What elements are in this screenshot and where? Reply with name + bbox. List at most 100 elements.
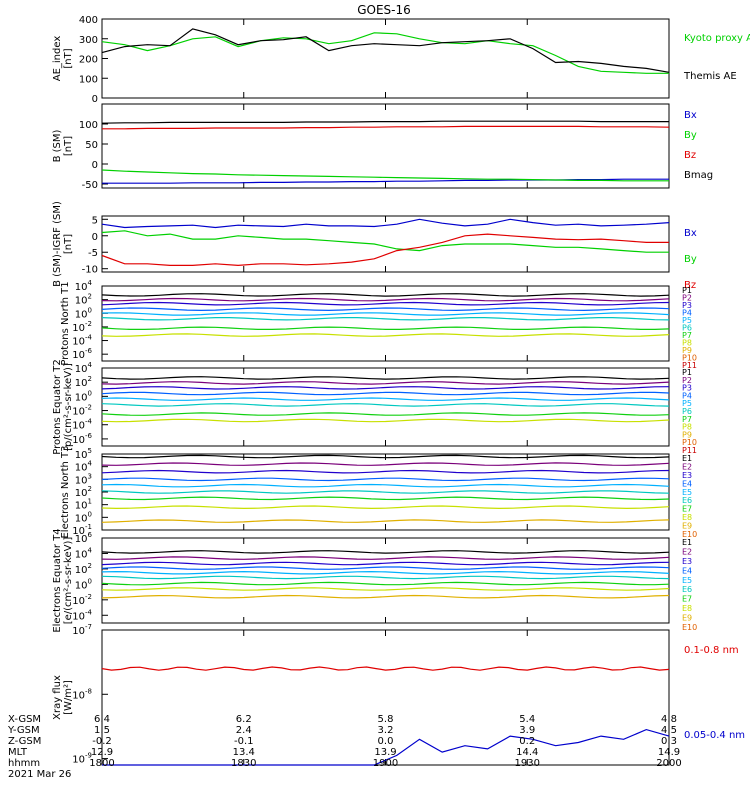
y-tick-label: 100	[75, 510, 92, 524]
y-tick-label: 200	[79, 55, 98, 66]
legend-entry: P7	[682, 331, 692, 340]
series-line	[101, 312, 670, 316]
ephemeris-value: 0.0	[378, 736, 394, 747]
series-line	[101, 386, 670, 390]
y-tick-label: 0	[92, 232, 98, 243]
legend-entry: Kyoto proxy AE	[684, 33, 750, 44]
series-line	[101, 594, 670, 599]
series-line	[101, 570, 670, 575]
series-line	[101, 301, 670, 306]
ephemeris-value: 13.4	[233, 747, 255, 758]
ephemeris-value: 5.8	[378, 714, 394, 725]
y-tick-label: 0	[92, 160, 98, 171]
series-line	[101, 575, 670, 580]
series-line	[101, 391, 670, 396]
legend-entry: P11	[682, 446, 697, 455]
legend-entry: By	[684, 130, 697, 141]
series-line	[101, 326, 670, 330]
ephemeris-value: -0.2	[92, 736, 112, 747]
legend-entry: P5	[682, 399, 692, 408]
y-tick-label: 10-8	[72, 687, 92, 701]
chart-panel-6: Electrons North T3 10-1100101102103104105…	[60, 445, 697, 539]
y-axis-label: B (SM)[nT]	[52, 129, 74, 162]
y-tick-label: 400	[79, 15, 98, 26]
series-line	[102, 125, 670, 130]
ephemeris-value: 14.4	[516, 747, 538, 758]
series-line	[101, 666, 670, 671]
legend-entry: P3	[682, 384, 692, 393]
series-line	[101, 218, 670, 229]
chart-panel-4: Protons North T1 10-610-410-2100102104P1P…	[60, 279, 697, 370]
y-tick-label: 104	[75, 546, 93, 560]
legend-entry: P10	[682, 354, 697, 363]
legend-entry: E8	[682, 604, 692, 613]
y-tick-label: 102	[75, 485, 92, 499]
y-axis-label: B (SM)-IGRF (SM)[nT]	[52, 201, 74, 287]
legend-entry: E9	[682, 614, 692, 623]
legend-entry: P4	[682, 391, 692, 400]
series-line	[101, 454, 670, 459]
ephemeris-value: 2000	[656, 758, 681, 769]
legend-entry: P8	[682, 339, 692, 348]
panel-frame	[101, 18, 670, 99]
y-tick-label: 100	[79, 74, 98, 85]
ephemeris-value: 14.9	[658, 747, 680, 758]
series-line	[101, 230, 669, 253]
ephemeris-row-label: hhmm	[8, 758, 40, 769]
y-tick-label: 0	[92, 94, 98, 105]
legend-entry: E1	[682, 454, 692, 463]
legend-entry: E2	[682, 547, 692, 556]
series-line	[101, 120, 669, 124]
legend-entry: E8	[682, 513, 692, 522]
y-tick-label: -5	[88, 248, 98, 259]
legend-entry: P5	[682, 316, 692, 325]
legend-entry: E7	[682, 505, 692, 514]
y-tick-label: -50	[82, 180, 98, 191]
ephemeris-value: 1830	[231, 758, 256, 769]
legend-entry: P4	[682, 309, 692, 318]
legend-entry: E10	[682, 530, 697, 539]
chart-panel-2: B (SM)[nT] -50 0 50 100 Bx By Bz Bmag	[52, 103, 713, 191]
legend-entry: Bmag	[684, 170, 713, 181]
legend-entry: P2	[682, 376, 692, 385]
y-tick-label: -10	[82, 265, 98, 276]
ephemeris-value: 2.4	[236, 725, 252, 736]
legend-entry: E10	[682, 623, 697, 632]
series-line	[101, 376, 670, 380]
y-axis-label: Electrons Equator T4[e/(cm²-s-sr-keV)]	[52, 528, 74, 632]
series-line	[101, 550, 670, 554]
chart-panel-1: AE_index[nT] 0 100 200 300 400 Kyoto proxy AE T…	[52, 15, 750, 105]
y-tick-label: 10-2	[72, 593, 92, 607]
series-line	[101, 397, 670, 401]
y-tick-label: 104	[75, 279, 93, 293]
legend-entry: P10	[682, 438, 697, 447]
y-tick-label: 103	[75, 472, 92, 486]
series-line	[101, 403, 670, 407]
legend-entry: P6	[682, 407, 692, 416]
legend-entry: P1	[682, 368, 692, 377]
y-tick-label: 105	[75, 447, 92, 461]
legend-entry: P8	[682, 423, 692, 432]
y-axis-label: Protons North T1	[60, 281, 71, 365]
ephemeris-value: 1800	[89, 758, 114, 769]
series-line	[101, 490, 670, 494]
ephemeris-value: 13.9	[374, 747, 396, 758]
legend-entry: Bz	[684, 150, 696, 161]
y-tick-label: 10-9	[72, 752, 92, 766]
series-line	[101, 462, 670, 466]
ephemeris-value: 4.5	[661, 725, 677, 736]
legend-entry: By	[684, 254, 697, 265]
series-line	[101, 32, 669, 74]
y-tick-label: 101	[75, 498, 92, 512]
chart-panel-5: Protons Equator T2[p/(cm²-s-sr-keV)]10-6…	[52, 359, 697, 455]
y-tick-label: 104	[75, 361, 93, 375]
legend-entry: 0.1-0.8 nm	[684, 645, 739, 656]
series-line	[101, 297, 670, 302]
y-tick-label: 10-4	[72, 418, 92, 432]
legend-entry: Bz	[684, 280, 696, 291]
y-tick-label: 106	[75, 531, 93, 545]
legend-entry: P7	[682, 415, 692, 424]
ephemeris-value: 4.8	[661, 714, 677, 725]
legend-entry: P2	[682, 294, 692, 303]
ephemeris-value: 1900	[373, 758, 398, 769]
